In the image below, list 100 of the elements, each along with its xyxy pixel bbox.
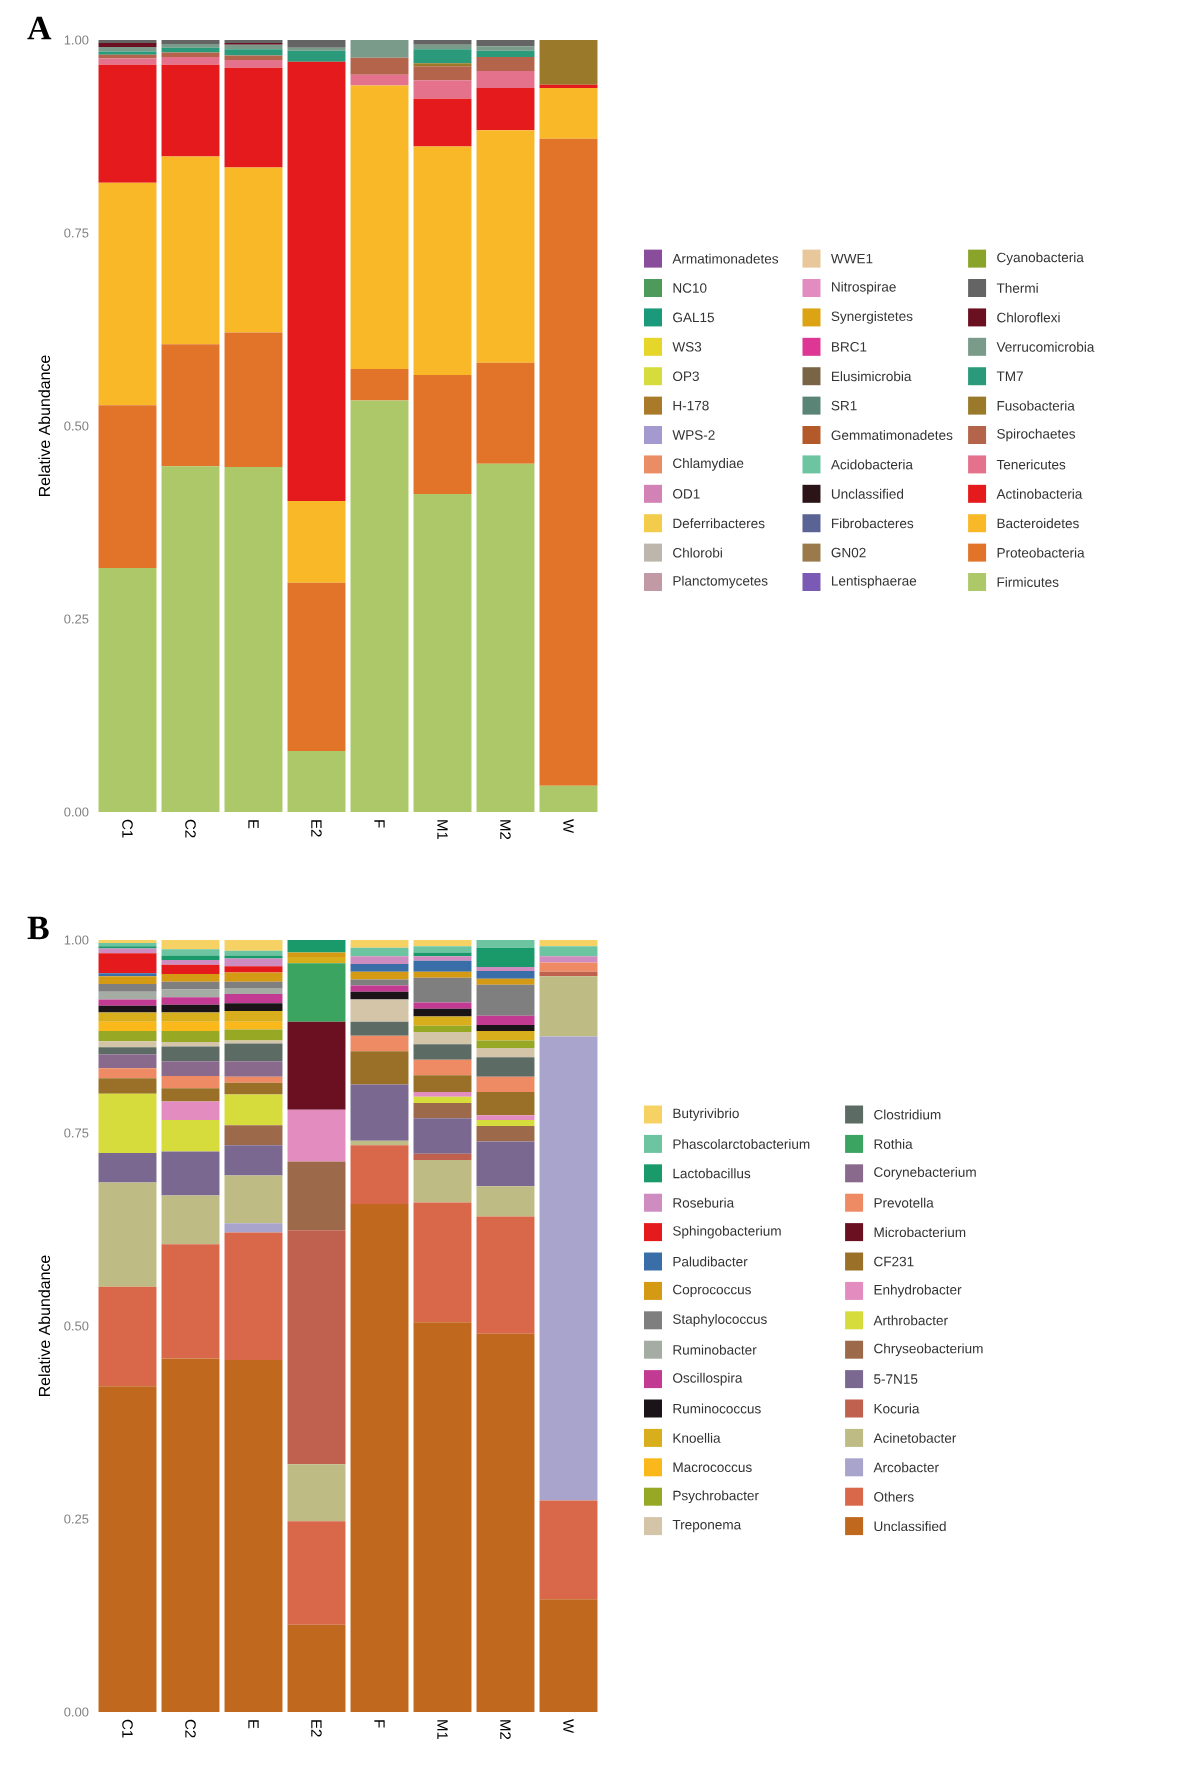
bar xyxy=(287,40,346,48)
bar xyxy=(98,1031,157,1042)
bar xyxy=(413,1322,472,1713)
bar xyxy=(476,70,535,88)
bar xyxy=(161,1031,220,1042)
bar xyxy=(224,1003,283,1012)
bar xyxy=(224,966,283,973)
bar xyxy=(224,1076,283,1083)
bar xyxy=(413,1102,472,1119)
bar xyxy=(476,978,535,985)
bar xyxy=(287,952,346,958)
bar xyxy=(476,1076,535,1093)
bar xyxy=(224,981,283,988)
bar xyxy=(224,49,283,56)
bar xyxy=(224,1223,283,1233)
bar xyxy=(161,1151,220,1196)
bar xyxy=(224,60,283,68)
bar xyxy=(161,955,220,961)
bar xyxy=(413,977,472,1003)
chart-title: B xyxy=(27,916,49,940)
bar xyxy=(161,64,220,157)
bar xyxy=(287,1021,346,1110)
bar xyxy=(161,57,220,65)
bar xyxy=(98,1012,157,1022)
bar xyxy=(350,956,409,964)
bar xyxy=(413,1096,472,1103)
bar xyxy=(161,156,220,345)
bar xyxy=(413,940,472,947)
bar xyxy=(350,940,409,948)
bar xyxy=(161,989,220,998)
bar xyxy=(224,466,283,813)
bar xyxy=(413,1044,472,1060)
bar xyxy=(224,940,283,951)
bar xyxy=(224,1082,283,1095)
bar xyxy=(287,1521,346,1625)
bar xyxy=(413,1118,472,1154)
bar xyxy=(224,1125,283,1146)
bar xyxy=(161,997,220,1005)
bar xyxy=(413,1160,472,1203)
bar xyxy=(413,1016,472,1026)
bar xyxy=(224,987,283,995)
bar xyxy=(98,64,157,183)
bar xyxy=(224,67,283,168)
chart-title: A xyxy=(27,16,52,40)
bar xyxy=(224,1175,283,1224)
bar xyxy=(413,493,472,813)
bar xyxy=(161,1004,220,1013)
bar xyxy=(350,985,409,992)
bar xyxy=(476,57,535,71)
bar xyxy=(224,1021,283,1030)
bar xyxy=(224,1359,283,1713)
bar xyxy=(161,1088,220,1102)
bar xyxy=(98,984,157,992)
bar xyxy=(413,1202,472,1323)
bar xyxy=(476,463,535,813)
bar xyxy=(476,1141,535,1187)
bar xyxy=(476,1186,535,1217)
bar xyxy=(224,1029,283,1041)
bar xyxy=(287,500,346,583)
bar xyxy=(476,1040,535,1049)
bar xyxy=(413,98,472,147)
bar xyxy=(476,1126,535,1142)
bar xyxy=(287,61,346,501)
bar xyxy=(350,979,409,986)
bar xyxy=(539,962,598,972)
bar xyxy=(98,1047,157,1055)
bar xyxy=(476,1031,535,1041)
bar xyxy=(224,1061,283,1077)
bar xyxy=(98,182,157,406)
bar xyxy=(413,80,472,99)
bar xyxy=(539,946,598,957)
bar xyxy=(476,984,535,1016)
bar xyxy=(539,1500,598,1600)
bar xyxy=(476,1092,535,1116)
bar xyxy=(539,138,598,786)
bar xyxy=(161,1046,220,1062)
bar xyxy=(350,1021,409,1036)
bar xyxy=(413,1025,472,1032)
bar xyxy=(224,994,283,1004)
bar xyxy=(350,74,409,86)
bar xyxy=(287,1161,346,1231)
bar xyxy=(98,1153,157,1183)
bar xyxy=(413,971,472,978)
bar xyxy=(539,1599,598,1713)
bar xyxy=(287,1464,346,1522)
bar xyxy=(476,947,535,968)
bar xyxy=(350,999,409,1022)
bar xyxy=(98,1078,157,1094)
bar xyxy=(161,964,220,974)
bar xyxy=(224,1232,283,1360)
bar xyxy=(413,960,472,972)
bar xyxy=(350,963,409,972)
bar xyxy=(98,1005,157,1013)
bar xyxy=(476,1333,535,1713)
bar xyxy=(539,40,598,85)
bar xyxy=(476,940,535,948)
bar xyxy=(350,1084,409,1141)
bar xyxy=(224,1145,283,1176)
bar xyxy=(413,1153,472,1161)
bar xyxy=(476,970,535,979)
